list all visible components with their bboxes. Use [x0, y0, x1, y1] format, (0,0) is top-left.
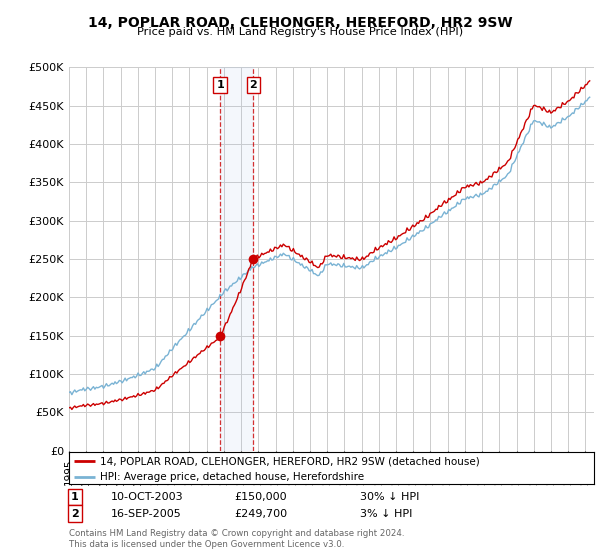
Text: 16-SEP-2005: 16-SEP-2005: [111, 508, 182, 519]
Text: 2: 2: [71, 508, 79, 519]
Text: HPI: Average price, detached house, Herefordshire: HPI: Average price, detached house, Here…: [101, 472, 365, 482]
Bar: [220, 67, 253, 451]
Text: Price paid vs. HM Land Registry's House Price Index (HPI): Price paid vs. HM Land Registry's House …: [137, 27, 463, 37]
Text: 14, POPLAR ROAD, CLEHONGER, HEREFORD, HR2 9SW: 14, POPLAR ROAD, CLEHONGER, HEREFORD, HR…: [88, 16, 512, 30]
Text: Contains HM Land Registry data © Crown copyright and database right 2024.
This d: Contains HM Land Registry data © Crown c…: [69, 529, 404, 549]
Text: 2: 2: [250, 80, 257, 90]
Text: 1: 1: [71, 492, 79, 502]
Text: 14, POPLAR ROAD, CLEHONGER, HEREFORD, HR2 9SW (detached house): 14, POPLAR ROAD, CLEHONGER, HEREFORD, HR…: [101, 456, 480, 466]
Text: £150,000: £150,000: [234, 492, 287, 502]
Text: 30% ↓ HPI: 30% ↓ HPI: [360, 492, 419, 502]
Text: 1: 1: [216, 80, 224, 90]
Text: 10-OCT-2003: 10-OCT-2003: [111, 492, 184, 502]
Text: 3% ↓ HPI: 3% ↓ HPI: [360, 508, 412, 519]
Text: £249,700: £249,700: [234, 508, 287, 519]
